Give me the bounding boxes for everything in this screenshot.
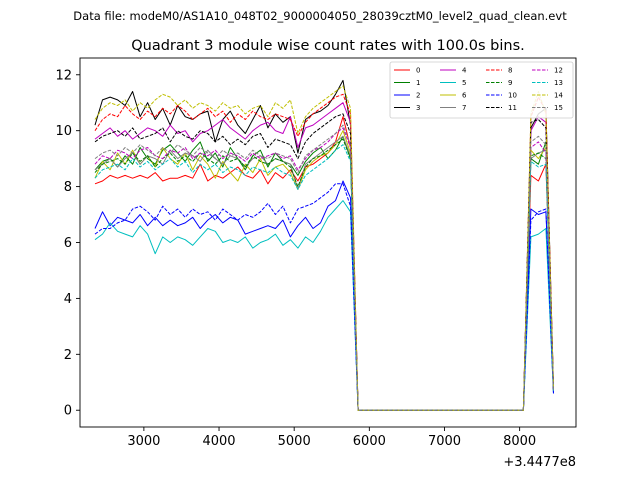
plot-lines — [94, 79, 554, 411]
y-tick-label: 12 — [55, 68, 72, 83]
series-line-8 — [94, 93, 554, 411]
legend-label-5: 5 — [462, 79, 466, 87]
legend-label-3: 3 — [416, 104, 420, 112]
y-tick-label: 10 — [55, 124, 72, 139]
legend-label-12: 12 — [554, 67, 563, 75]
legend-label-10: 10 — [508, 92, 517, 100]
legend-label-13: 13 — [554, 79, 563, 87]
legend-label-11: 11 — [508, 104, 517, 112]
y-axis: 0 2 4 6 8 10 12 — [55, 68, 80, 419]
figure-suptitle: Data file: modeM0/AS1A10_048T02_90000040… — [73, 9, 567, 23]
legend-label-15: 15 — [554, 104, 563, 112]
legend-label-8: 8 — [508, 67, 512, 75]
x-tick-label: 7000 — [428, 434, 461, 449]
legend-label-1: 1 — [416, 79, 420, 87]
x-tick-label: 4000 — [202, 434, 235, 449]
x-tick-label: 3000 — [127, 434, 160, 449]
series-line-12 — [94, 127, 554, 411]
legend-label-0: 0 — [416, 67, 420, 75]
x-axis-offset-label: +3.4477e8 — [503, 455, 576, 470]
x-tick-label: 6000 — [353, 434, 386, 449]
series-line-15 — [94, 124, 554, 411]
legend-label-14: 14 — [554, 92, 563, 100]
legend-label-9: 9 — [508, 79, 512, 87]
y-tick-label: 4 — [64, 292, 72, 307]
legend-box — [389, 61, 574, 119]
x-axis: 3000 4000 5000 6000 7000 8000 — [127, 427, 536, 449]
y-tick-label: 2 — [64, 348, 72, 363]
legend-label-2: 2 — [416, 92, 420, 100]
chart-title: Quadrant 3 module wise count rates with … — [131, 38, 525, 54]
legend-label-6: 6 — [462, 92, 467, 100]
x-tick-label: 5000 — [278, 434, 311, 449]
y-tick-label: 6 — [64, 236, 72, 251]
x-tick-label: 8000 — [503, 434, 536, 449]
y-tick-label: 8 — [64, 180, 72, 195]
legend-label-7: 7 — [462, 104, 466, 112]
series-line-13 — [94, 144, 554, 411]
y-tick-label: 0 — [64, 404, 72, 419]
legend-label-4: 4 — [462, 67, 467, 75]
